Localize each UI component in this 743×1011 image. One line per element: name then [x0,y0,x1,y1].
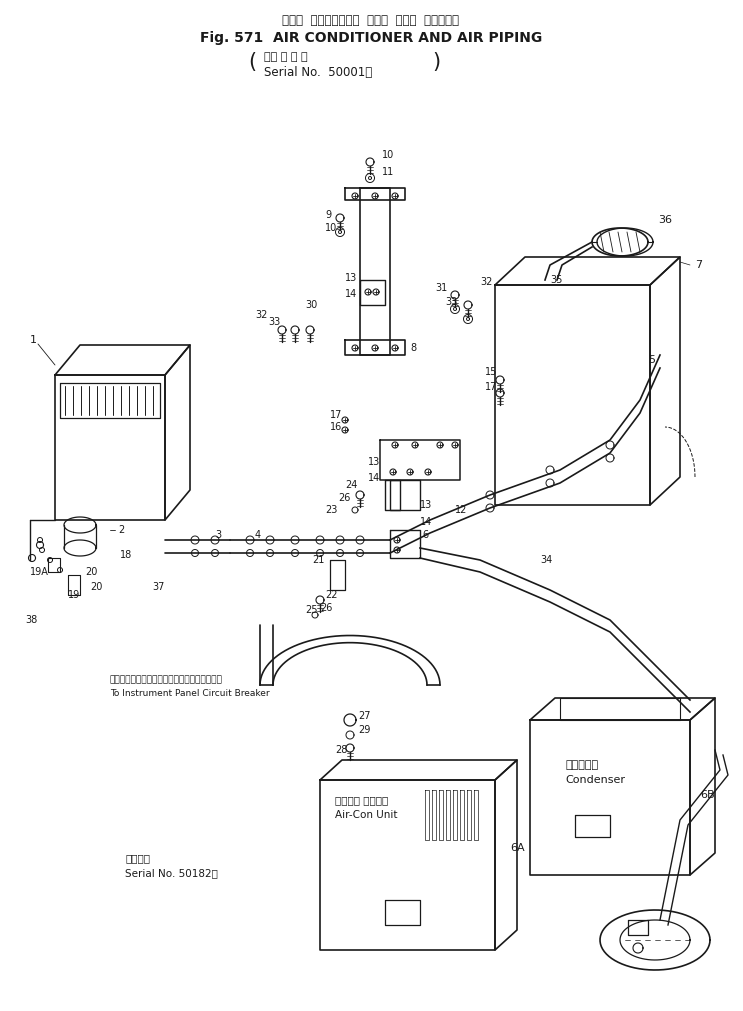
Text: 17: 17 [330,410,343,420]
Polygon shape [247,550,253,556]
Text: 29: 29 [358,725,370,735]
Text: 24: 24 [345,480,357,490]
Text: 13: 13 [368,457,380,467]
Text: ): ) [432,52,440,72]
Text: 9: 9 [325,210,331,220]
Text: 2: 2 [118,525,124,535]
Text: 23: 23 [325,506,337,515]
Text: 適用号機: 適用号機 [125,853,150,863]
Text: 20: 20 [85,567,97,577]
Text: 11: 11 [382,167,395,177]
Text: 20: 20 [90,582,103,592]
Text: Serial No.  50001～: Serial No. 50001～ [264,66,372,79]
Text: 15: 15 [485,367,497,377]
Text: コンデンサ: コンデンサ [565,760,598,770]
Polygon shape [192,550,198,556]
Text: 32: 32 [255,310,267,320]
Text: 22: 22 [325,590,337,600]
Text: Condenser: Condenser [565,775,625,785]
Text: 13: 13 [345,273,357,283]
Text: 33: 33 [268,317,280,327]
Text: 7: 7 [695,260,702,270]
Text: 30: 30 [305,300,317,310]
Text: 21: 21 [312,555,325,565]
Text: 33: 33 [445,297,457,307]
Text: 31: 31 [435,283,447,293]
Text: 19A: 19A [30,567,49,577]
Text: 37: 37 [152,582,164,592]
Text: 36: 36 [658,215,672,225]
Text: 18: 18 [120,550,132,560]
Text: 4: 4 [255,530,261,540]
Polygon shape [211,536,219,544]
Polygon shape [291,536,299,544]
Text: 16: 16 [330,422,343,432]
Text: 27: 27 [358,711,371,721]
Polygon shape [266,536,274,544]
Polygon shape [317,550,323,556]
Text: 17: 17 [485,382,497,392]
Text: エアコン ユニット: エアコン ユニット [335,795,389,805]
Text: 14: 14 [420,517,432,527]
Text: 34: 34 [540,555,552,565]
Polygon shape [291,550,299,556]
Polygon shape [212,550,218,556]
Polygon shape [357,550,363,556]
Text: 6B: 6B [700,790,715,800]
Text: To Instrument Panel Circuit Breaker: To Instrument Panel Circuit Breaker [110,688,270,698]
Text: 6A: 6A [510,843,525,853]
Text: Fig. 571  AIR CONDITIONER AND AIR PIPING: Fig. 571 AIR CONDITIONER AND AIR PIPING [200,31,542,45]
Polygon shape [191,536,199,544]
Polygon shape [316,536,324,544]
Text: 28: 28 [335,745,348,755]
Text: 26: 26 [338,493,351,503]
Text: （適 用 号 機: （適 用 号 機 [264,52,308,62]
Text: Serial No. 50182～: Serial No. 50182～ [125,868,218,878]
Text: 14: 14 [368,473,380,483]
Text: インスツルメントパネルサーキットブレーカへ: インスツルメントパネルサーキットブレーカへ [110,675,223,684]
Polygon shape [337,550,343,556]
Text: 10: 10 [382,150,395,160]
Text: 6: 6 [422,530,428,540]
Text: 3: 3 [215,530,221,540]
Text: (: ( [248,52,256,72]
Text: エアー  コンディショナ  および  エアー  パイピング: エアー コンディショナ および エアー パイピング [282,14,459,27]
Text: 8: 8 [410,343,416,353]
Text: 25: 25 [305,605,317,615]
Polygon shape [336,536,344,544]
Text: Air-Con Unit: Air-Con Unit [335,810,398,820]
Text: 14: 14 [345,289,357,299]
Polygon shape [356,536,364,544]
Text: 12: 12 [455,506,467,515]
Text: 32: 32 [480,277,493,287]
Text: 5: 5 [648,355,655,365]
Text: 10: 10 [325,223,337,233]
Text: 38: 38 [25,615,37,625]
Text: 1: 1 [30,335,37,345]
Polygon shape [246,536,254,544]
Text: 35: 35 [550,275,562,285]
Text: 19: 19 [68,590,80,600]
Polygon shape [267,550,273,556]
Text: 13: 13 [420,500,432,510]
Text: 26: 26 [320,603,332,613]
